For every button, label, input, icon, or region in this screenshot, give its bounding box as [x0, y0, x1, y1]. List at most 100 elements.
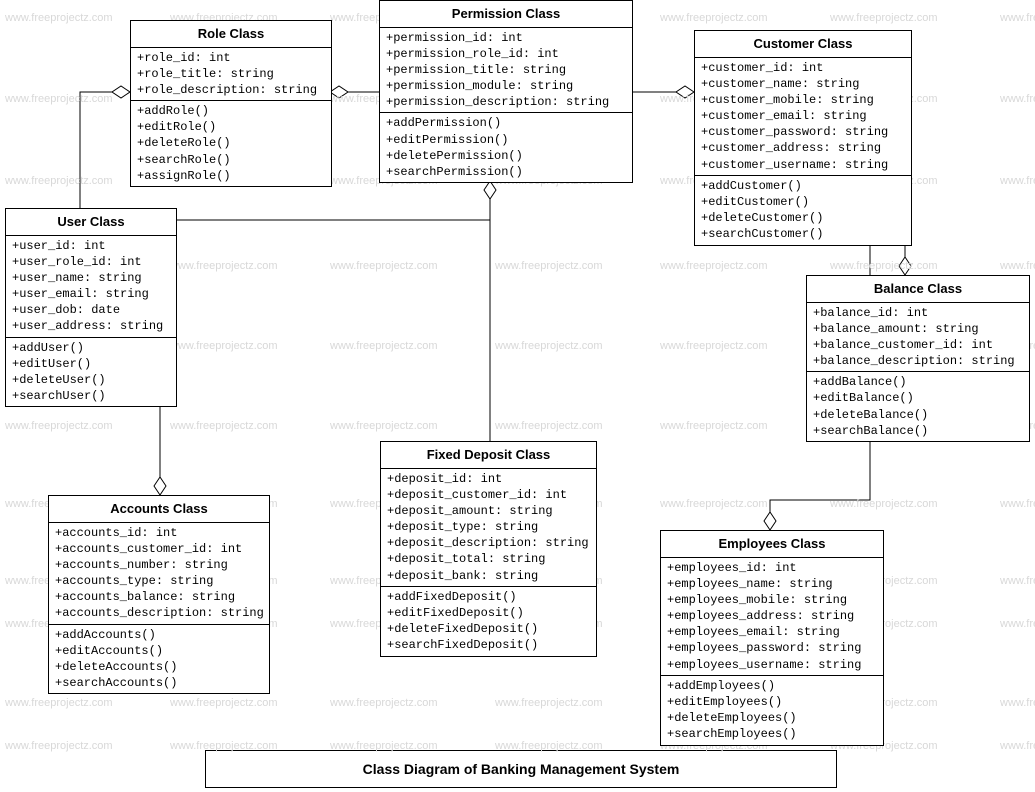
watermark: www.freeprojectz.com	[330, 260, 438, 272]
class-operations: +addFixedDeposit()+editFixedDeposit()+de…	[381, 587, 596, 656]
operation-line: +editFixedDeposit()	[387, 605, 590, 621]
attribute-line: +deposit_description: string	[387, 535, 590, 551]
class-title: Permission Class	[380, 1, 632, 28]
watermark: www.freeprojectz.com	[495, 420, 603, 432]
class-permission: Permission Class+permission_id: int+perm…	[379, 0, 633, 183]
operation-line: +editRole()	[137, 119, 325, 135]
class-title: User Class	[6, 209, 176, 236]
operation-line: +addUser()	[12, 340, 170, 356]
watermark: www.freeprojectz.com	[660, 260, 768, 272]
attribute-line: +employees_id: int	[667, 560, 877, 576]
attribute-line: +accounts_number: string	[55, 557, 263, 573]
attribute-line: +accounts_type: string	[55, 573, 263, 589]
class-operations: +addPermission()+editPermission()+delete…	[380, 113, 632, 182]
class-customer: Customer Class+customer_id: int+customer…	[694, 30, 912, 246]
watermark: www.freeprojectz.com	[330, 420, 438, 432]
class-employees: Employees Class+employees_id: int+employ…	[660, 530, 884, 746]
watermark: www.freeprojectz.com	[495, 260, 603, 272]
watermark: www.freeprojectz.com	[330, 340, 438, 352]
class-operations: +addUser()+editUser()+deleteUser()+searc…	[6, 338, 176, 407]
operation-line: +editAccounts()	[55, 643, 263, 659]
watermark: www.freeprojectz.com	[5, 93, 113, 105]
attribute-line: +balance_description: string	[813, 353, 1023, 369]
watermark: www.freeprojectz.com	[1000, 575, 1035, 587]
operation-line: +addBalance()	[813, 374, 1023, 390]
operation-line: +searchCustomer()	[701, 226, 905, 242]
class-title: Accounts Class	[49, 496, 269, 523]
operation-line: +editEmployees()	[667, 694, 877, 710]
attribute-line: +user_address: string	[12, 318, 170, 334]
class-title: Balance Class	[807, 276, 1029, 303]
watermark: www.freeprojectz.com	[495, 697, 603, 709]
class-title: Customer Class	[695, 31, 911, 58]
class-attributes: +user_id: int+user_role_id: int+user_nam…	[6, 236, 176, 338]
class-user: User Class+user_id: int+user_role_id: in…	[5, 208, 177, 407]
class-attributes: +deposit_id: int+deposit_customer_id: in…	[381, 469, 596, 587]
class-operations: +addBalance()+editBalance()+deleteBalanc…	[807, 372, 1029, 441]
attribute-line: +customer_password: string	[701, 124, 905, 140]
class-attributes: +accounts_id: int+accounts_customer_id: …	[49, 523, 269, 625]
watermark: www.freeprojectz.com	[330, 697, 438, 709]
attribute-line: +customer_username: string	[701, 157, 905, 173]
attribute-line: +accounts_id: int	[55, 525, 263, 541]
class-balance: Balance Class+balance_id: int+balance_am…	[806, 275, 1030, 442]
watermark: www.freeprojectz.com	[170, 340, 278, 352]
attribute-line: +employees_password: string	[667, 640, 877, 656]
operation-line: +addCustomer()	[701, 178, 905, 194]
attribute-line: +employees_name: string	[667, 576, 877, 592]
operation-line: +deleteCustomer()	[701, 210, 905, 226]
operation-line: +searchFixedDeposit()	[387, 637, 590, 653]
watermark: www.freeprojectz.com	[5, 740, 113, 752]
watermark: www.freeprojectz.com	[660, 420, 768, 432]
class-title: Fixed Deposit Class	[381, 442, 596, 469]
attribute-line: +customer_id: int	[701, 60, 905, 76]
attribute-line: +customer_mobile: string	[701, 92, 905, 108]
watermark: www.freeprojectz.com	[1000, 618, 1035, 630]
operation-line: +searchAccounts()	[55, 675, 263, 691]
class-fixeddeposit: Fixed Deposit Class+deposit_id: int+depo…	[380, 441, 597, 657]
class-operations: +addAccounts()+editAccounts()+deleteAcco…	[49, 625, 269, 694]
watermark: www.freeprojectz.com	[1000, 498, 1035, 510]
operation-line: +searchRole()	[137, 152, 325, 168]
attribute-line: +user_name: string	[12, 270, 170, 286]
attribute-line: +deposit_id: int	[387, 471, 590, 487]
class-attributes: +employees_id: int+employees_name: strin…	[661, 558, 883, 676]
watermark: www.freeprojectz.com	[660, 498, 768, 510]
operation-line: +searchUser()	[12, 388, 170, 404]
attribute-line: +deposit_customer_id: int	[387, 487, 590, 503]
class-role: Role Class +role_id: int+role_title: stri…	[130, 20, 332, 187]
class-attributes: +customer_id: int+customer_name: string+…	[695, 58, 911, 176]
attribute-line: +role_description: string	[137, 82, 325, 98]
attribute-line: +deposit_type: string	[387, 519, 590, 535]
class-attributes: +balance_id: int+balance_amount: string+…	[807, 303, 1029, 373]
attribute-line: +employees_email: string	[667, 624, 877, 640]
operation-line: +searchPermission()	[386, 164, 626, 180]
operation-line: +editPermission()	[386, 132, 626, 148]
watermark: www.freeprojectz.com	[1000, 93, 1035, 105]
operation-line: +editUser()	[12, 356, 170, 372]
watermark: www.freeprojectz.com	[5, 420, 113, 432]
attribute-line: +role_id: int	[137, 50, 325, 66]
watermark: www.freeprojectz.com	[5, 175, 113, 187]
attribute-line: +role_title: string	[137, 66, 325, 82]
diagram-title-text: Class Diagram of Banking Management Syst…	[363, 761, 680, 777]
operation-line: +deletePermission()	[386, 148, 626, 164]
watermark: www.freeprojectz.com	[1000, 175, 1035, 187]
attribute-line: +permission_id: int	[386, 30, 626, 46]
attribute-line: +employees_address: string	[667, 608, 877, 624]
operation-line: +deleteAccounts()	[55, 659, 263, 675]
attribute-line: +deposit_amount: string	[387, 503, 590, 519]
attribute-line: +deposit_bank: string	[387, 568, 590, 584]
operation-line: +editBalance()	[813, 390, 1023, 406]
operation-line: +searchBalance()	[813, 423, 1023, 439]
class-accounts: Accounts Class+accounts_id: int+accounts…	[48, 495, 270, 694]
operation-line: +searchEmployees()	[667, 726, 877, 742]
attribute-line: +deposit_total: string	[387, 551, 590, 567]
attribute-line: +customer_email: string	[701, 108, 905, 124]
class-title: Employees Class	[661, 531, 883, 558]
class-title: Role Class	[131, 21, 331, 48]
watermark: www.freeprojectz.com	[170, 420, 278, 432]
watermark: www.freeprojectz.com	[830, 12, 938, 24]
class-operations: +addCustomer()+editCustomer()+deleteCust…	[695, 176, 911, 245]
operation-line: +addRole()	[137, 103, 325, 119]
